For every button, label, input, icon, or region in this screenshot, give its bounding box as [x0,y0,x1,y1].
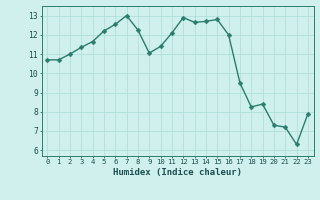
X-axis label: Humidex (Indice chaleur): Humidex (Indice chaleur) [113,168,242,177]
